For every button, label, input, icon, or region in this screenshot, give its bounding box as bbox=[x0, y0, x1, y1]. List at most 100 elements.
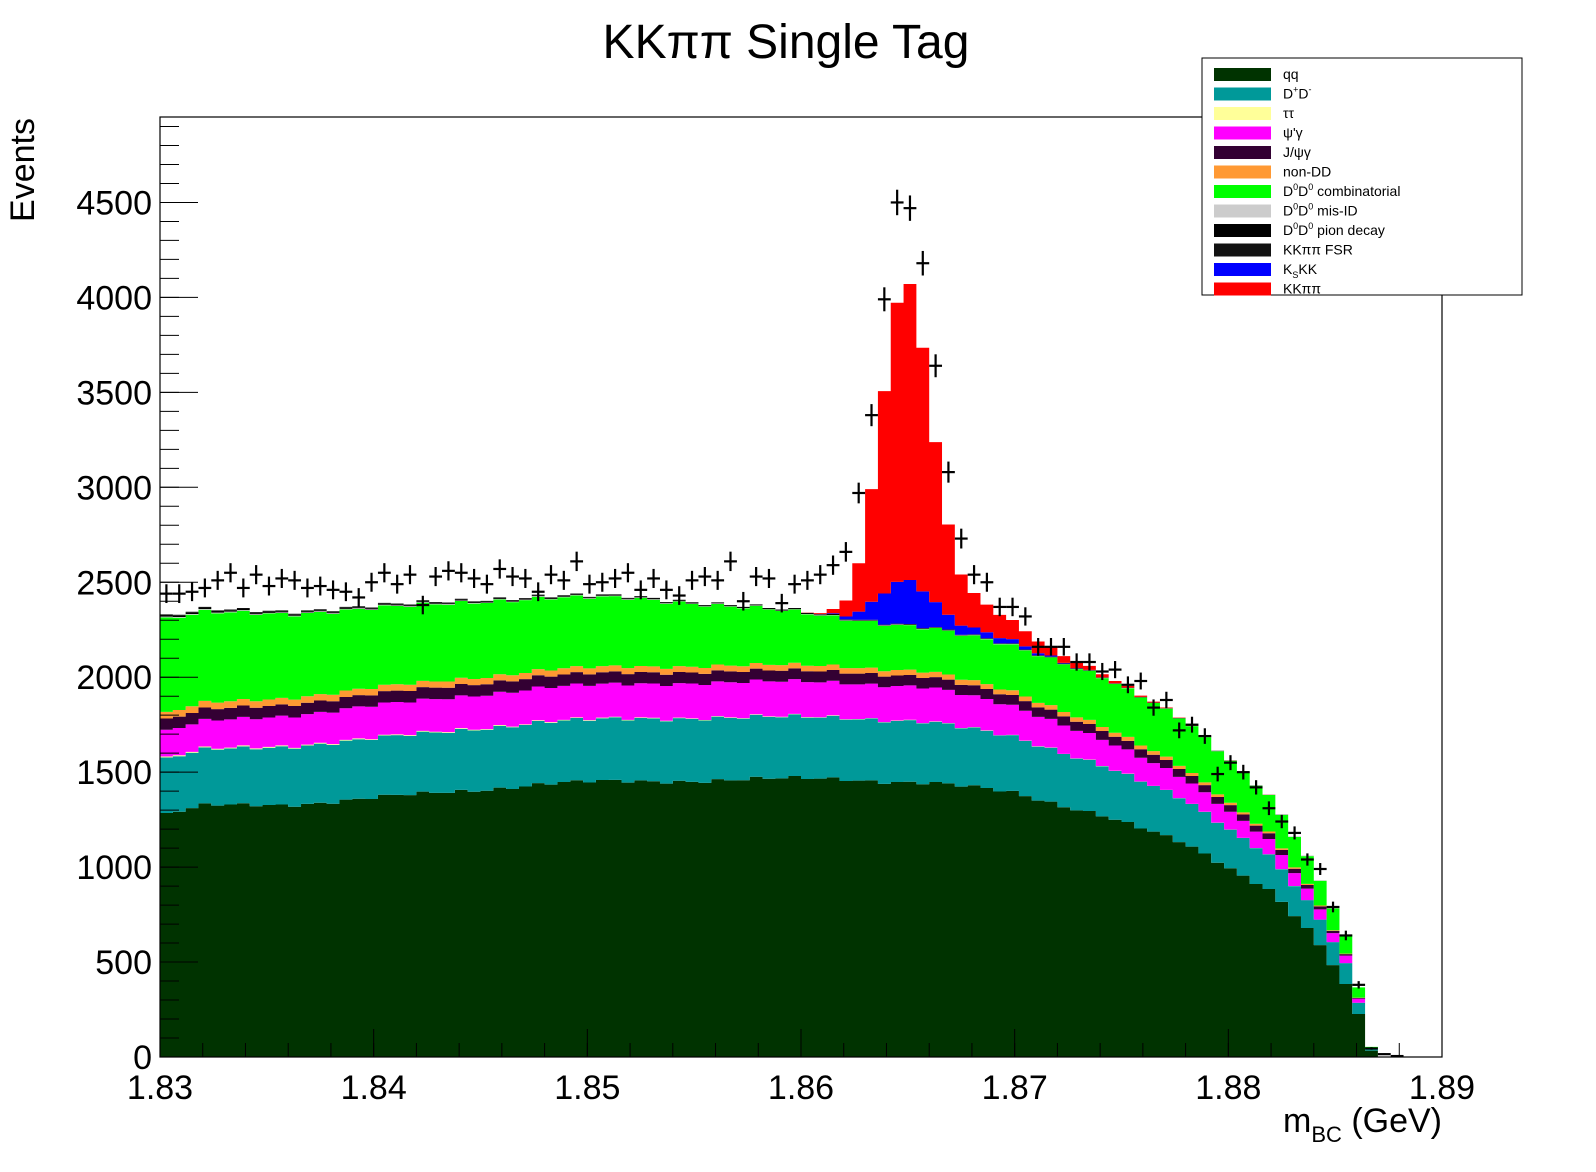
x-axis-label-unit: (GeV) bbox=[1342, 1102, 1442, 1140]
x-tick-label: 1.83 bbox=[127, 1069, 193, 1107]
legend-entry-jpsigamma: J/ψγ bbox=[1214, 144, 1311, 160]
data-point bbox=[736, 591, 750, 611]
data-point bbox=[916, 250, 930, 276]
data-point bbox=[1095, 662, 1109, 681]
data-point bbox=[301, 578, 314, 598]
data-point bbox=[544, 565, 558, 585]
legend-swatch bbox=[1214, 126, 1271, 140]
data-point bbox=[313, 576, 327, 596]
series-area-comb bbox=[160, 595, 1442, 1057]
data-point bbox=[1031, 637, 1045, 656]
legend-label: D+D- bbox=[1283, 85, 1312, 102]
legend-label: D0D0 mis-ID bbox=[1283, 202, 1358, 219]
x-tick-label: 1.86 bbox=[768, 1069, 834, 1107]
legend-swatch bbox=[1214, 146, 1271, 159]
data-point bbox=[903, 195, 917, 221]
x-tick-label: 1.84 bbox=[341, 1069, 407, 1107]
data-point bbox=[1134, 672, 1148, 690]
data-point bbox=[1339, 930, 1353, 941]
x-tick-label: 1.87 bbox=[982, 1069, 1048, 1107]
data-point bbox=[1211, 766, 1225, 782]
legend-entry-psipgamma: ψ'γ bbox=[1214, 125, 1303, 141]
data-points bbox=[160, 189, 1404, 1058]
data-point bbox=[1108, 661, 1122, 679]
y-tick-label: 3500 bbox=[76, 374, 152, 412]
data-point bbox=[839, 542, 853, 562]
data-point bbox=[390, 574, 404, 594]
y-tick-label: 4500 bbox=[76, 184, 152, 222]
legend-swatch bbox=[1214, 68, 1271, 81]
data-point bbox=[954, 528, 968, 549]
data-point bbox=[1121, 676, 1135, 694]
data-point bbox=[1198, 728, 1212, 744]
data-point bbox=[1326, 901, 1340, 913]
legend-label: qq bbox=[1283, 66, 1299, 82]
data-point bbox=[762, 568, 776, 588]
x-axis-label-main: m bbox=[1283, 1102, 1311, 1140]
data-point bbox=[570, 551, 584, 572]
y-tick-label: 1500 bbox=[76, 754, 152, 792]
legend-label: ψ'γ bbox=[1283, 125, 1303, 141]
data-point bbox=[326, 580, 340, 600]
data-point bbox=[1083, 653, 1096, 671]
data-point bbox=[1044, 637, 1058, 656]
data-point bbox=[1275, 814, 1289, 829]
data-point bbox=[890, 189, 904, 216]
y-tick-label: 2500 bbox=[76, 564, 152, 602]
data-point bbox=[480, 574, 494, 594]
data-point bbox=[416, 595, 430, 615]
x-tick-label: 1.89 bbox=[1409, 1069, 1475, 1107]
data-point bbox=[659, 580, 673, 600]
data-point bbox=[442, 561, 455, 581]
series-area-DpDm bbox=[160, 714, 1442, 1057]
data-point bbox=[236, 578, 250, 598]
data-point bbox=[865, 404, 878, 427]
data-point bbox=[1365, 1047, 1378, 1050]
data-point bbox=[1172, 722, 1186, 739]
legend-entry-comb: D0D0 combinatorial bbox=[1214, 182, 1400, 199]
data-point bbox=[377, 563, 391, 583]
chart-title: KKππ Single Tag bbox=[603, 16, 970, 69]
series-psipgamma bbox=[160, 679, 1442, 1057]
plot-area bbox=[160, 284, 1442, 1057]
data-point bbox=[185, 582, 199, 602]
data-point bbox=[1159, 691, 1173, 709]
data-point bbox=[775, 593, 789, 613]
legend-label: KKππ FSR bbox=[1283, 242, 1353, 258]
series-jpsigamma bbox=[160, 668, 1442, 1057]
data-point bbox=[711, 570, 725, 590]
data-point bbox=[929, 354, 943, 378]
data-point bbox=[1006, 597, 1019, 617]
data-point bbox=[672, 586, 686, 605]
legend-label: KSKK bbox=[1283, 261, 1318, 280]
legend-entry-DpDm: D+D- bbox=[1214, 85, 1312, 102]
x-axis-label: mBC (GeV) bbox=[1283, 1102, 1442, 1147]
data-point bbox=[788, 574, 801, 594]
data-point bbox=[275, 568, 289, 588]
data-point bbox=[429, 567, 443, 587]
data-point bbox=[724, 551, 737, 572]
data-point bbox=[1018, 607, 1032, 626]
data-point bbox=[698, 567, 712, 587]
data-point bbox=[595, 572, 609, 592]
data-point bbox=[621, 563, 635, 583]
data-point bbox=[1300, 853, 1314, 866]
series-nonDD bbox=[160, 662, 1442, 1057]
y-tick-label: 0 bbox=[133, 1039, 152, 1077]
data-point bbox=[518, 568, 532, 588]
data-point bbox=[557, 570, 571, 590]
data-point bbox=[1185, 716, 1199, 733]
series-area-qq bbox=[160, 775, 1442, 1057]
data-point bbox=[1236, 764, 1250, 780]
data-point bbox=[1390, 1054, 1404, 1058]
legend-label: ττ bbox=[1283, 105, 1295, 121]
data-point bbox=[1377, 1053, 1391, 1056]
data-point bbox=[198, 578, 212, 598]
data-point bbox=[647, 568, 660, 588]
data-point bbox=[749, 567, 763, 587]
legend-entry-KKpipi: KKππ bbox=[1214, 281, 1321, 297]
data-point bbox=[685, 570, 699, 590]
legend-swatch bbox=[1214, 87, 1271, 101]
series-comb bbox=[160, 595, 1442, 1057]
data-point bbox=[1224, 755, 1237, 771]
